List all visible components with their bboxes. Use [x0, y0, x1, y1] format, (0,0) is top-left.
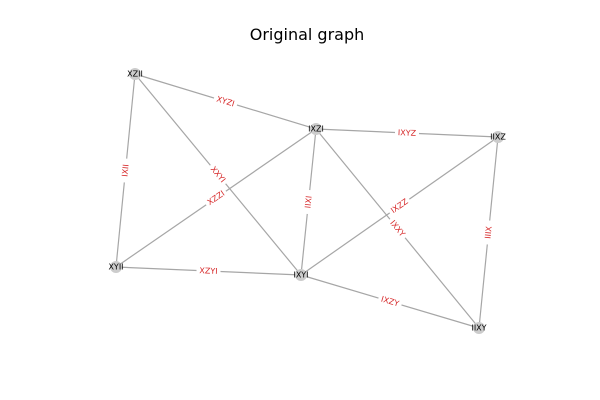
- node-label: XZII: [127, 70, 143, 79]
- edge-label-background: [196, 265, 221, 277]
- edge-label-background: [386, 195, 413, 217]
- edge-label-group: XYZI: [212, 93, 239, 110]
- edge-label-background: [394, 127, 420, 139]
- edge-label-group: XZZI: [203, 187, 229, 209]
- edge-label-background: [482, 220, 495, 245]
- edge-label: IIIX: [483, 225, 493, 239]
- edge-label-group: IIIX: [482, 220, 495, 245]
- edge-label-group: IXZZ: [386, 195, 413, 217]
- node-XYII: [110, 261, 122, 273]
- edge-label-background: [302, 189, 315, 215]
- node-XZII: [129, 68, 141, 80]
- node-IIXY: [473, 322, 485, 334]
- edge-label-background: [386, 216, 409, 241]
- edge-label-group: IIXI: [302, 189, 315, 215]
- node-label: IIXZ: [490, 133, 506, 142]
- edge-label-background: [212, 93, 239, 110]
- edge-label: IIXI: [303, 195, 313, 208]
- edge-label-group: XZYI: [196, 265, 221, 277]
- node-label: IXYI: [293, 271, 308, 280]
- node-IXYI: [295, 269, 307, 281]
- edge-label: IXYZ: [398, 128, 417, 138]
- edge-label-group: XXYI: [206, 162, 230, 187]
- edge-label-group: IXYZ: [394, 127, 420, 139]
- edge-label-group: IXZY: [377, 293, 403, 310]
- edge-label: XZYI: [199, 266, 218, 276]
- edge-label-background: [206, 162, 230, 187]
- edge-label-group: IXII: [119, 158, 132, 183]
- node-IXZI: [310, 123, 322, 135]
- node-label: XYII: [108, 263, 123, 272]
- node-label: IIXY: [471, 324, 486, 333]
- node-label: IXZI: [308, 125, 324, 134]
- edge-label: IXII: [120, 164, 130, 177]
- edge-label-group: IXXY: [386, 216, 409, 241]
- graph-title: Original graph: [250, 25, 365, 44]
- edge-label-background: [203, 187, 229, 209]
- node-IIXZ: [492, 131, 504, 143]
- nodes-layer: XZII IXZI IIXZ XYII IXYI IIXY: [108, 68, 506, 334]
- edge-label-background: [119, 158, 132, 183]
- edge-label-background: [377, 293, 403, 310]
